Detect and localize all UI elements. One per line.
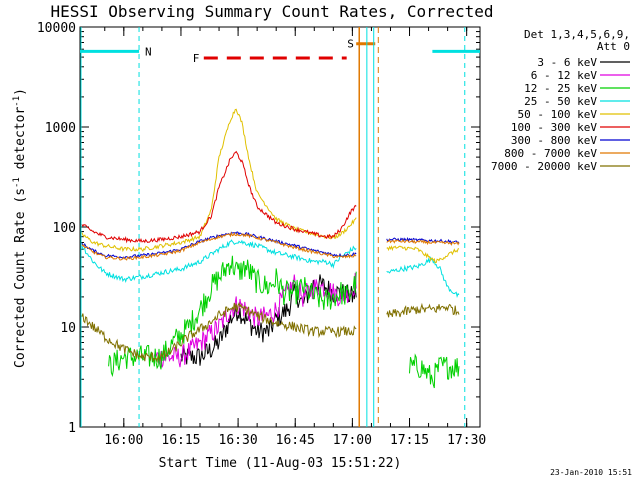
- legend-label: 3 - 6 keV: [537, 56, 597, 69]
- legend-label: 300 - 800 keV: [511, 134, 597, 147]
- legend-label: 12 - 25 keV: [524, 82, 597, 95]
- y-tick-label: 10000: [37, 21, 76, 36]
- legend-label: 6 - 12 keV: [531, 69, 598, 82]
- legend-label: 100 - 300 keV: [511, 121, 597, 134]
- legend-header-line1: Det 1,3,4,5,6,9,: [524, 28, 630, 41]
- legend-label: 50 - 100 keV: [518, 108, 598, 121]
- saa-label: S: [347, 38, 354, 51]
- legend-label: 800 - 7000 keV: [504, 147, 597, 160]
- flare-label: F: [193, 52, 200, 65]
- x-tick-label: 16:30: [219, 433, 258, 448]
- y-tick-label: 10: [60, 321, 76, 336]
- y-axis-label: Corrected Count Rate (s-1 detector-1): [12, 88, 28, 368]
- series-line-12-25-keV-segment2: [409, 353, 460, 389]
- series-line-800-7000-keV-segment2: [386, 238, 460, 246]
- x-tick-label: 17:30: [447, 433, 486, 448]
- x-tick-label: 16:45: [276, 433, 315, 448]
- x-tick-label: 16:15: [161, 433, 200, 448]
- series-line-25-50-keV: [81, 239, 357, 283]
- night-label: N: [145, 45, 152, 58]
- plot-frame: [79, 26, 481, 428]
- series-line-25-50-keV-segment2: [386, 256, 460, 299]
- series-line-12-25-keV: [108, 255, 357, 378]
- y-tick-label: 100: [53, 221, 76, 236]
- series-line-7000-20000-keV-segment2: [386, 302, 460, 318]
- legend-label: 7000 - 20000 keV: [491, 160, 597, 173]
- series-line-800-7000-keV: [81, 231, 357, 261]
- plot-area: 1 10 100 1000 10000 16:00 16:15 16:30 16:45 17:00…: [37, 21, 486, 448]
- series-line-7000-20000-keV: [81, 301, 357, 364]
- series-line-6-12-keV: [153, 272, 357, 368]
- legend-header-line2: Att 0: [597, 40, 630, 53]
- datestamp: 23-Jan-2010 15:51: [550, 468, 632, 477]
- legend-label: 25 - 50 keV: [524, 95, 597, 108]
- y-tick-label: 1000: [45, 121, 76, 136]
- x-tick-label: 16:00: [104, 433, 143, 448]
- chart-title: HESSI Observing Summary Count Rates, Cor…: [50, 2, 493, 21]
- x-tick-label: 17:00: [333, 433, 372, 448]
- x-axis-label: Start Time (11-Aug-03 15:51:22): [159, 456, 402, 471]
- series-line-50-100-keV: [81, 108, 357, 253]
- x-tick-label: 17:15: [390, 433, 429, 448]
- series-line-100-300-keV: [81, 150, 357, 244]
- series-line-50-100-keV-segment2: [386, 245, 460, 264]
- y-tick-label: 1: [68, 421, 76, 436]
